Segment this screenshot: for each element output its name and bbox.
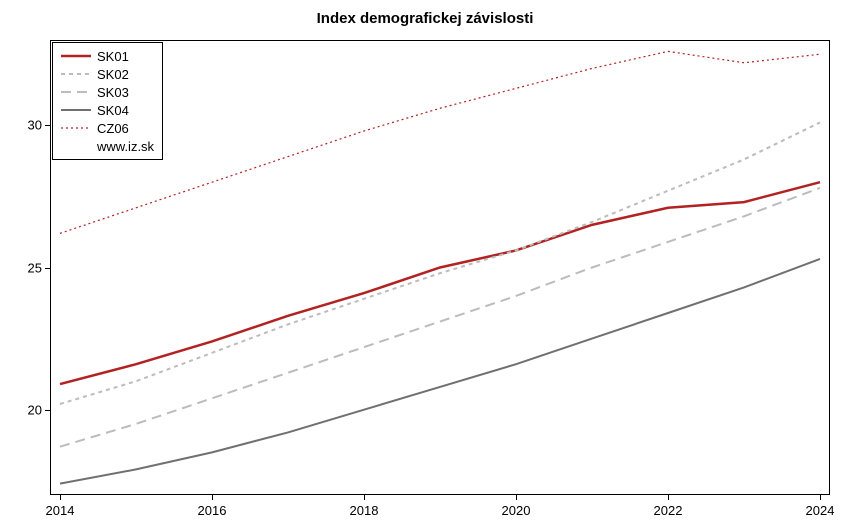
legend-row: SK01 <box>61 47 154 65</box>
legend-row: CZ06 <box>61 119 154 137</box>
legend-row: SK02 <box>61 65 154 83</box>
x-axis-label: 2020 <box>502 503 531 518</box>
y-tick <box>45 268 50 269</box>
x-axis-label: 2016 <box>198 503 227 518</box>
legend-swatch <box>61 121 91 135</box>
legend-label: SK01 <box>97 49 129 64</box>
legend-label: CZ06 <box>97 121 129 136</box>
legend-row: www.iz.sk <box>61 137 154 155</box>
legend-label: SK02 <box>97 67 129 82</box>
y-tick <box>45 125 50 126</box>
x-axis-label: 2022 <box>654 503 683 518</box>
x-axis-label: 2018 <box>350 503 379 518</box>
series-line-SK04 <box>60 259 820 484</box>
x-axis-label: 2024 <box>806 503 835 518</box>
legend-row: SK03 <box>61 83 154 101</box>
y-axis-label: 20 <box>20 402 42 417</box>
legend-label: SK03 <box>97 85 129 100</box>
series-line-SK03 <box>60 188 820 447</box>
x-tick <box>516 495 517 500</box>
legend-swatch <box>61 85 91 99</box>
y-tick <box>45 410 50 411</box>
series-line-SK01 <box>60 182 820 384</box>
legend-swatch <box>61 103 91 117</box>
x-tick <box>212 495 213 500</box>
x-tick <box>364 495 365 500</box>
legend-label: SK04 <box>97 103 129 118</box>
legend-label: www.iz.sk <box>97 139 154 154</box>
x-tick <box>60 495 61 500</box>
chart-container: Index demografickej závislosti SK01SK02S… <box>0 0 850 532</box>
legend-box: SK01 SK02 SK03 SK04 CZ06 www.iz.sk <box>52 42 163 160</box>
legend-row: SK04 <box>61 101 154 119</box>
series-line-SK02 <box>60 122 820 404</box>
legend-swatch <box>61 67 91 81</box>
legend-swatch <box>61 49 91 63</box>
y-axis-label: 25 <box>20 260 42 275</box>
x-axis-label: 2014 <box>46 503 75 518</box>
y-axis-label: 30 <box>20 118 42 133</box>
x-tick <box>820 495 821 500</box>
legend-swatch <box>61 139 91 153</box>
x-tick <box>668 495 669 500</box>
